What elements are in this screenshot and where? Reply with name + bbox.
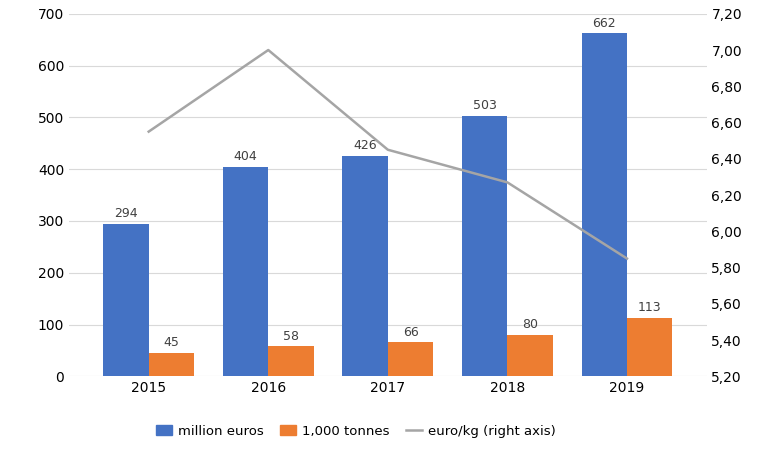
euro/kg (right axis)	[622, 256, 631, 261]
Bar	[343, 156, 388, 376]
Text: 294: 294	[114, 207, 137, 220]
Text: 58: 58	[283, 330, 299, 343]
Text: 66: 66	[402, 325, 419, 339]
Text: 662: 662	[592, 17, 616, 30]
Text: 426: 426	[353, 139, 377, 152]
Bar	[268, 347, 313, 376]
Line: euro/kg (right axis): euro/kg (right axis)	[149, 50, 627, 258]
Bar	[627, 318, 673, 376]
Bar	[223, 167, 268, 376]
Bar	[103, 224, 149, 376]
Bar	[149, 353, 194, 376]
Text: 45: 45	[164, 336, 180, 349]
Text: 80: 80	[522, 318, 538, 331]
Text: 113: 113	[638, 301, 661, 314]
Bar	[462, 116, 508, 376]
euro/kg (right axis)	[144, 129, 154, 134]
Bar	[581, 34, 627, 376]
euro/kg (right axis)	[263, 47, 273, 53]
euro/kg (right axis)	[383, 147, 392, 152]
euro/kg (right axis)	[503, 179, 512, 185]
Bar	[388, 342, 433, 376]
Text: 503: 503	[473, 99, 497, 112]
Text: 404: 404	[233, 151, 257, 163]
Legend: million euros, 1,000 tonnes, euro/kg (right axis): million euros, 1,000 tonnes, euro/kg (ri…	[151, 419, 561, 443]
Bar	[508, 335, 553, 376]
